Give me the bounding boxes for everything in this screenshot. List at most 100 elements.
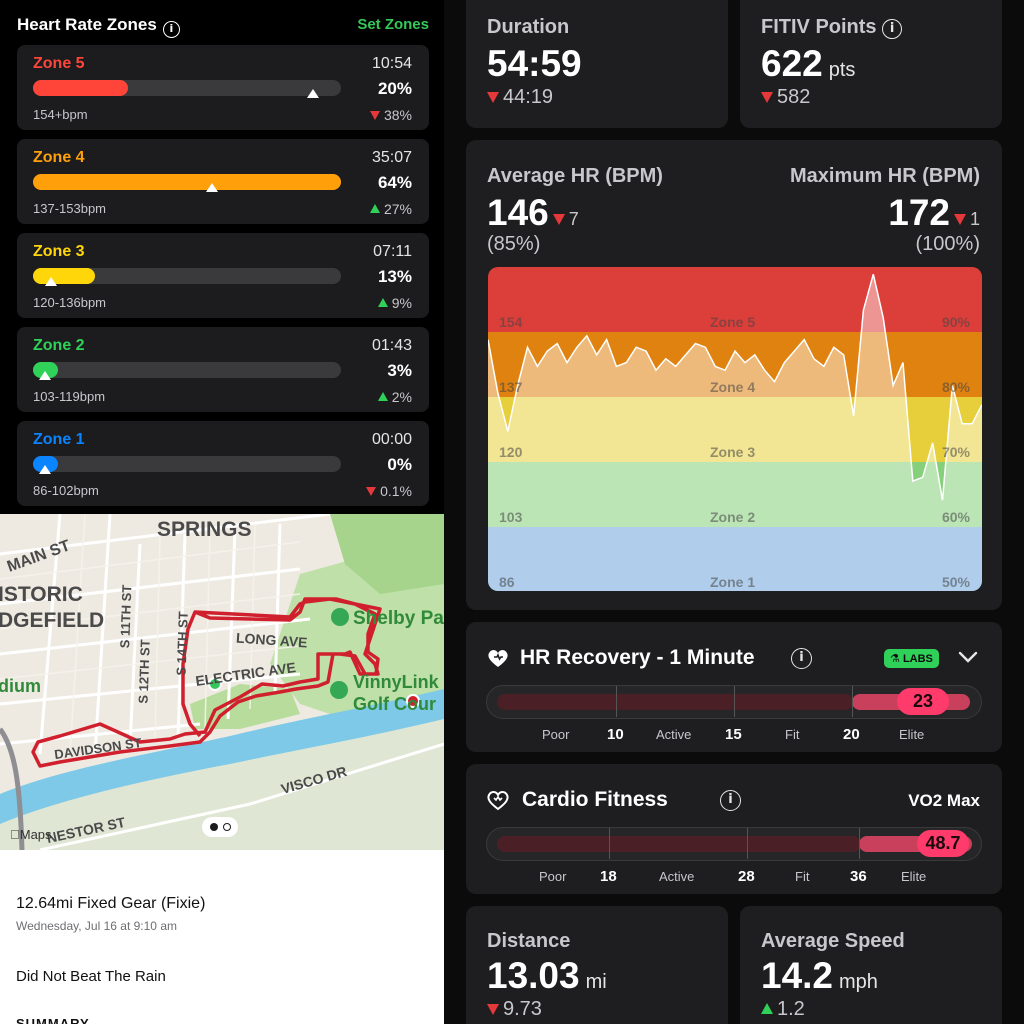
zone-bar-fill xyxy=(33,362,58,378)
map-label-springs: SPRINGS xyxy=(157,518,252,541)
labs-badge: ⚗ LABS xyxy=(884,649,939,668)
info-icon[interactable]: i xyxy=(720,790,741,811)
hr-line xyxy=(488,274,982,501)
zone-percent: 3% xyxy=(387,361,412,380)
map-label-s11th: S 11TH ST xyxy=(117,584,135,649)
down-arrow-icon xyxy=(366,487,377,496)
zone-range: 103-119bpm xyxy=(33,389,106,404)
hr-recovery-card[interactable]: HR Recovery - 1 Minute i ⚗ LABS 23 Poor … xyxy=(466,622,1002,752)
gauge-fill xyxy=(497,694,853,710)
gauge-label-poor: Poor xyxy=(542,727,570,742)
points-label: FITIV Points i xyxy=(761,16,903,39)
zone-name: Zone 2 xyxy=(33,337,85,354)
page-indicator[interactable] xyxy=(202,817,238,837)
cardio-fitness-card[interactable]: Cardio Fitness i VO2 Max 48.7 Poor 18 Ac… xyxy=(466,764,1002,894)
zone-bar-fill xyxy=(33,268,95,284)
distance-unit: mi xyxy=(585,971,607,993)
up-arrow-icon xyxy=(761,1003,773,1014)
gauge-label-poor: Poor xyxy=(539,869,567,884)
gauge-tick-label: 20 xyxy=(843,726,860,743)
recovery-title: HR Recovery - 1 Minute xyxy=(520,646,755,669)
gauge-label-elite: Elite xyxy=(901,869,927,884)
gauge-tick-label: 10 xyxy=(607,726,624,743)
zone-name-label: Zone 2 xyxy=(710,509,756,525)
zone-percent: 20% xyxy=(377,79,412,98)
zone-card-1[interactable]: Zone 1 00:00 0% 86-102bpm 0.1% xyxy=(17,421,429,506)
set-zones-button[interactable]: Set Zones xyxy=(357,16,429,33)
gauge-tick xyxy=(734,686,735,717)
avg-hr-value: 146 7 xyxy=(487,192,579,233)
zone-card-5[interactable]: Zone 5 10:54 20% 154+bpm 38% xyxy=(17,45,429,130)
zone-bar xyxy=(33,174,341,192)
zone-card-2[interactable]: Zone 2 01:43 3% 103-119bpm 2% xyxy=(17,327,429,412)
page-dot-active[interactable] xyxy=(210,823,218,831)
duration-compare: 44:19 xyxy=(487,86,553,109)
zone-band xyxy=(488,527,982,591)
zone-name-label: Zone 5 xyxy=(710,314,756,330)
map-graphic xyxy=(0,514,444,850)
hr-line-graph xyxy=(488,274,982,591)
zone-card-3[interactable]: Zone 3 07:11 13% 120-136bpm 9% xyxy=(17,233,429,318)
workout-details: 12.64mi Fixed Gear (Fixie) Wednesday, Ju… xyxy=(0,850,444,1024)
duration-value: 54:59 xyxy=(487,43,582,84)
zone-name-label: Zone 3 xyxy=(710,444,756,460)
zone-range: 86-102bpm xyxy=(33,483,99,498)
page-dot[interactable] xyxy=(223,823,231,831)
cardio-value: 48.7 xyxy=(917,830,969,857)
heart-fitness-icon xyxy=(486,788,510,812)
map-label-shelby-park: Shelby Pa xyxy=(353,608,444,629)
fitiv-points-card: FITIV Points i 622 pts 582 xyxy=(740,0,1002,128)
zone-name-label: Zone 1 xyxy=(710,574,756,590)
zone-range: 120-136bpm xyxy=(33,295,106,310)
zone-percent: 64% xyxy=(377,173,412,192)
gauge-label-fit: Fit xyxy=(785,727,800,742)
zone-delta: 2% xyxy=(377,389,412,405)
gauge-tick-label: 15 xyxy=(725,726,742,743)
info-icon[interactable]: i xyxy=(791,648,812,669)
duration-label: Duration xyxy=(487,16,570,38)
maps-logo: Maps xyxy=(10,827,52,842)
workout-note: Did Not Beat The Rain xyxy=(16,968,166,985)
summary-heading: SUMMARY xyxy=(16,1016,90,1024)
gauge-tick xyxy=(859,828,860,859)
zone-percent-label: 70% xyxy=(941,444,970,460)
zone-range: 137-153bpm xyxy=(33,201,106,216)
stats-panel: Duration 54:59 44:19 FITIV Points i 622 p… xyxy=(444,0,1024,1024)
zone-time: 00:00 xyxy=(371,431,412,448)
zone-delta: 27% xyxy=(369,201,412,217)
gauge-tick xyxy=(747,828,748,859)
zone-marker-icon xyxy=(39,465,52,474)
chevron-down-icon[interactable] xyxy=(958,650,978,664)
zone-name: Zone 1 xyxy=(33,431,85,448)
distance-label: Distance xyxy=(487,930,571,952)
map-label-edgefield: DGEFIELD xyxy=(0,609,105,632)
zone-name: Zone 5 xyxy=(33,55,85,72)
gauge-label-active: Active xyxy=(656,727,692,742)
route-map[interactable]: MAIN ST SPRINGS ISTORIC DGEFIELD S 11TH … xyxy=(0,514,444,850)
info-icon[interactable]: i xyxy=(162,21,180,38)
avg-hr-percent: (85%) xyxy=(487,233,541,255)
down-arrow-icon xyxy=(369,111,380,120)
speed-unit: mph xyxy=(839,971,878,993)
speed-value: 14.2 mph xyxy=(761,955,878,996)
distance-value: 13.03 mi xyxy=(487,955,607,996)
distance-compare: 9.73 xyxy=(487,998,542,1021)
map-label-stadium: dium xyxy=(0,676,41,696)
gauge-fill xyxy=(497,836,861,852)
zone-marker-icon xyxy=(307,89,320,98)
info-icon[interactable]: i xyxy=(882,19,903,39)
up-arrow-icon xyxy=(377,392,388,401)
recovery-value: 23 xyxy=(897,688,949,715)
zone-percent: 13% xyxy=(377,267,412,286)
heart-rate-card: Average HR (BPM) Maximum HR (BPM) 146 7 1… xyxy=(466,140,1002,610)
up-arrow-icon xyxy=(369,204,380,213)
avg-hr-label: Average HR (BPM) xyxy=(487,165,663,187)
zone-card-4[interactable]: Zone 4 35:07 64% 137-153bpm 27% xyxy=(17,139,429,224)
gauge-tick-label: 36 xyxy=(850,868,867,885)
zone-time: 07:11 xyxy=(373,243,412,260)
zone-marker-icon xyxy=(205,183,218,192)
recovery-gauge: 23 xyxy=(486,685,982,719)
duration-card: Duration 54:59 44:19 xyxy=(466,0,728,128)
zone-range: 154+bpm xyxy=(33,107,88,122)
map-label-golf-course: Golf Cour xyxy=(353,694,436,714)
